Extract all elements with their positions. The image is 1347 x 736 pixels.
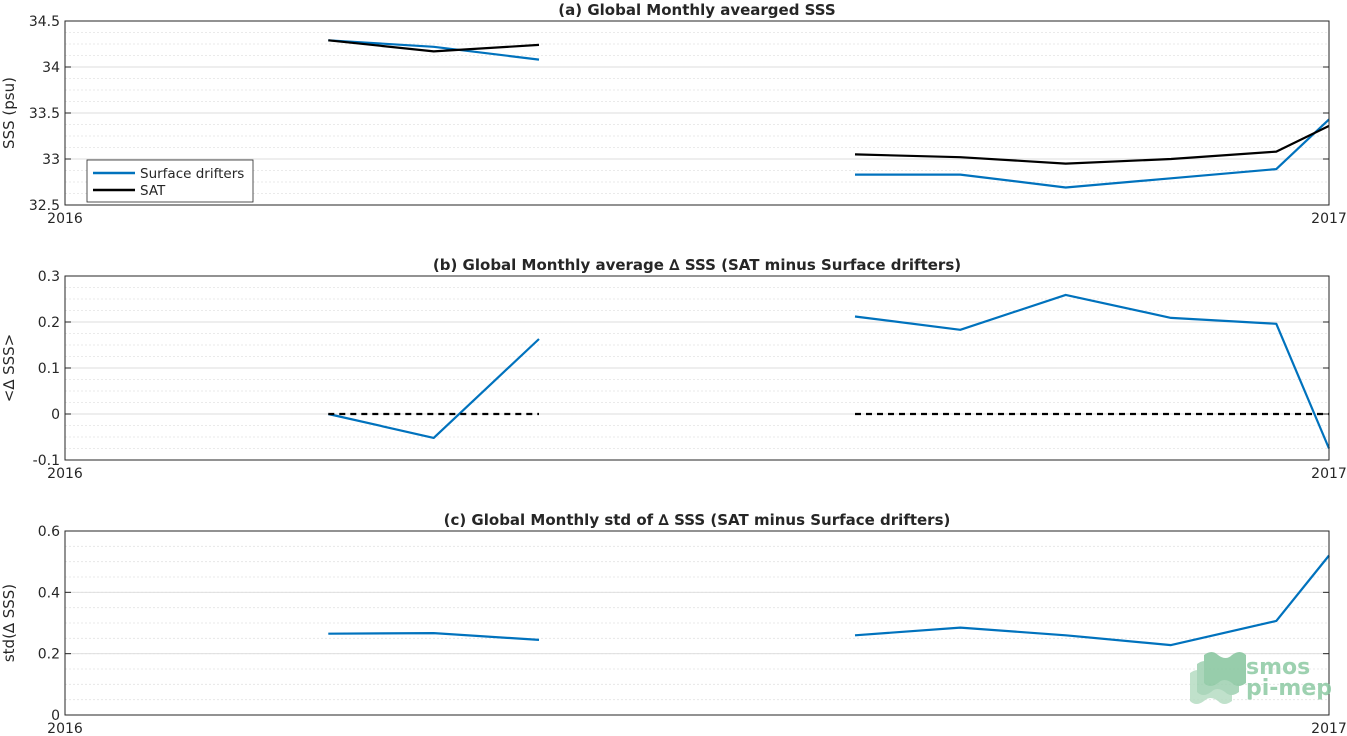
x-tick-label: 2016 [47, 721, 83, 736]
y-tick-label: 0.2 [38, 647, 60, 663]
series-line-surface-drifters-seg1 [328, 39, 540, 61]
y-axis-label: SSS (psu) [0, 77, 18, 149]
y-tick-label: 33 [42, 152, 60, 168]
panel-a: 32.5 33 33.5 34 34.5 2016 2017 (a) Global Month… [0, 1, 1347, 227]
series-line-delta-sss-seg2 [854, 293, 1331, 449]
chart-title: (a) Global Monthly avearged SSS [558, 1, 835, 19]
panel-c: 0 0.2 0.4 0.6 2016 2017 (c) Global Monthly std… [0, 511, 1347, 736]
panel-b: -0.1 0 0.1 0.2 0.3 2016 2017 (b) Global Monthly… [0, 256, 1347, 482]
y-tick-label: 0.2 [38, 315, 60, 331]
legend-box [86, 159, 254, 203]
y-tick-label: 32.5 [29, 198, 60, 214]
legend-label: SAT [140, 183, 166, 199]
y-tick-label: -0.1 [33, 453, 60, 469]
x-tick-label: 2017 [1311, 721, 1347, 736]
series-line-delta-sss-seg1 [328, 338, 540, 439]
series-line-sat-seg2 [854, 124, 1330, 165]
y-tick-label: 33.5 [29, 106, 60, 122]
y-axis-label: <∆ SSS> [0, 334, 18, 403]
series-line-surface-drifters-seg2 [855, 118, 1330, 189]
logo-text-pi-mep: pi-mep [1246, 676, 1332, 701]
y-tick-label: 0 [51, 407, 60, 423]
y-tick-label: 0.4 [38, 585, 60, 601]
series-line-delta-sss-seg2 [854, 554, 1330, 647]
y-tick-label: 0.6 [38, 524, 60, 540]
y-tick-label: 0.3 [38, 269, 60, 285]
x-tick-label: 2017 [1311, 466, 1347, 482]
logo-mark [1190, 652, 1246, 704]
chart-title: (c) Global Monthly std of ∆ SSS (SAT min… [444, 511, 951, 529]
series-line-sat-seg1 [328, 39, 540, 53]
x-tick-label: 2016 [47, 466, 83, 482]
axes-box [64, 530, 1330, 716]
x-tick-label: 2017 [1311, 211, 1347, 227]
y-tick-label: 34.5 [29, 14, 60, 30]
y-tick-label: 34 [42, 60, 60, 76]
y-tick-label: 0 [51, 708, 60, 724]
y-axis-label: std(∆ SSS) [0, 584, 18, 662]
x-tick-label: 2016 [47, 211, 83, 227]
legend-label: Surface drifters [140, 166, 244, 182]
y-tick-label: 0.1 [38, 361, 60, 377]
smos-pi-mep-logo: smos pi-mep [1190, 652, 1332, 704]
series-line-delta-sss-seg1 [328, 631, 540, 641]
chart-title: (b) Global Monthly average ∆ SSS (SAT mi… [433, 256, 961, 274]
logo-text-smos: smos [1246, 655, 1310, 680]
